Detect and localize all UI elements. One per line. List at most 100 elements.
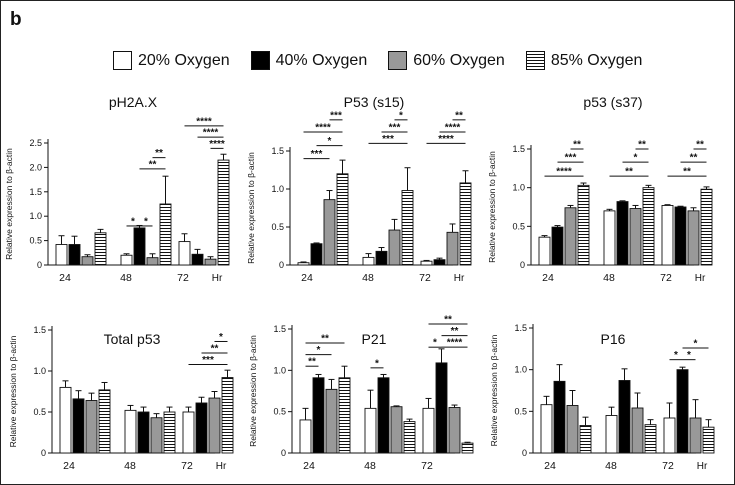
significance-label: ****	[209, 139, 225, 150]
significance-label: ****	[556, 167, 572, 178]
bar	[312, 377, 325, 454]
x-unit-label: Hr	[697, 461, 708, 472]
bar	[459, 182, 472, 266]
significance-label: ***	[202, 355, 214, 366]
bar	[137, 411, 150, 454]
bar	[72, 398, 85, 454]
x-tick-label: 24	[303, 460, 315, 472]
bar	[297, 262, 310, 266]
bar	[191, 253, 204, 266]
y-tick-label: 0.5	[271, 222, 284, 232]
legend-swatch-20	[113, 51, 132, 70]
y-tick-label: 0.5	[273, 407, 286, 417]
chart-panel-0: pH2A.X Relative expression to β-actin 0 0.5…	[4, 94, 230, 284]
x-tick-label: 48	[120, 272, 132, 284]
bar	[538, 236, 551, 266]
bar	[364, 407, 377, 454]
bar	[461, 442, 474, 454]
bar	[163, 411, 176, 454]
chart-panel-4: P21 Relative expression to β-actin 0 0.5 1.0…	[248, 315, 474, 472]
y-axis-label: Relative expression to β-actin	[246, 152, 256, 264]
y-tick-label: 0	[522, 448, 527, 458]
y-tick-label: 1.0	[33, 366, 46, 376]
y-tick-label: 1.5	[29, 187, 42, 197]
bar	[551, 226, 564, 266]
bar	[388, 229, 401, 266]
bar	[182, 411, 195, 454]
y-tick-label: 1.0	[273, 365, 286, 375]
legend-label-85: 85% Oxygen	[550, 51, 643, 69]
x-tick-label: 72	[421, 460, 433, 472]
y-tick-label: 1.5	[271, 146, 284, 156]
significance-label: **	[455, 110, 463, 121]
legend-swatch-40	[250, 51, 270, 70]
bar	[323, 199, 336, 266]
x-tick-label: 24	[542, 272, 554, 284]
x-tick-label: 72	[662, 460, 674, 472]
y-tick-label: 2.0	[29, 162, 42, 172]
significance-label: ****	[203, 128, 219, 139]
chart-title: P53 (s15)	[344, 94, 405, 110]
bar	[435, 362, 448, 454]
bar	[362, 256, 375, 266]
significance-label: **	[451, 326, 459, 337]
x-tick-label: 72	[419, 272, 431, 284]
significance-label: **	[149, 159, 157, 170]
significance-label: *	[144, 216, 148, 227]
significance-label: ****	[445, 123, 461, 134]
bar	[81, 256, 94, 266]
significance-label: **	[638, 140, 646, 151]
bar	[689, 417, 702, 454]
bar	[448, 407, 461, 454]
x-tick-label: 72	[177, 272, 189, 284]
legend-label-40: 40% Oxygen	[275, 51, 368, 69]
significance-label: *	[433, 338, 437, 349]
bar	[553, 380, 566, 454]
y-tick-label: 0	[37, 260, 42, 270]
bar	[702, 426, 715, 454]
bar	[605, 415, 618, 454]
chart-panel-5: P16 Relative expression to β-actin 0 0.5 1.0…	[489, 323, 715, 472]
y-tick-label: 1.5	[33, 325, 46, 335]
significance-label: **	[321, 334, 329, 345]
bar	[579, 425, 592, 454]
significance-label: *	[328, 136, 332, 147]
x-tick-label: 48	[603, 272, 615, 284]
panel-letter: b	[10, 9, 22, 30]
bar	[644, 424, 657, 454]
significance-label: **	[573, 140, 581, 151]
significance-label: ***	[382, 134, 394, 145]
y-axis-label: Relative expression to β-actin	[4, 148, 14, 260]
bar	[208, 397, 221, 454]
bar	[221, 377, 234, 454]
bar	[150, 417, 163, 454]
bar	[338, 377, 351, 454]
bar	[325, 388, 338, 454]
bar	[336, 173, 349, 266]
legend-label-20: 20% Oxygen	[138, 51, 230, 69]
bar	[310, 243, 323, 266]
significance-label: *	[317, 345, 321, 356]
x-unit-label: Hr	[454, 273, 465, 284]
significance-label: *	[399, 110, 403, 121]
x-tick-label: 24	[301, 272, 313, 284]
chart-panel-2: p53 (s37) Relative expression to β-actin 0…	[487, 94, 713, 284]
chart-title: pH2A.X	[109, 94, 158, 110]
bar	[700, 188, 713, 266]
bar	[566, 405, 579, 454]
significance-label: ***	[565, 153, 577, 164]
bar	[577, 184, 590, 266]
bar	[146, 257, 159, 266]
significance-label: ****	[438, 134, 454, 145]
significance-label: *	[219, 332, 223, 343]
bar	[120, 254, 133, 266]
x-tick-label: 24	[63, 460, 75, 472]
y-tick-label: 1.5	[514, 323, 527, 333]
significance-label: *	[687, 350, 691, 361]
y-axis-label: Relative expression to β-actin	[248, 335, 258, 447]
significance-label: **	[211, 343, 219, 354]
legend-item-40: 40% Oxygen	[250, 51, 368, 70]
legend-swatch-85	[525, 51, 545, 70]
bar	[674, 206, 687, 266]
